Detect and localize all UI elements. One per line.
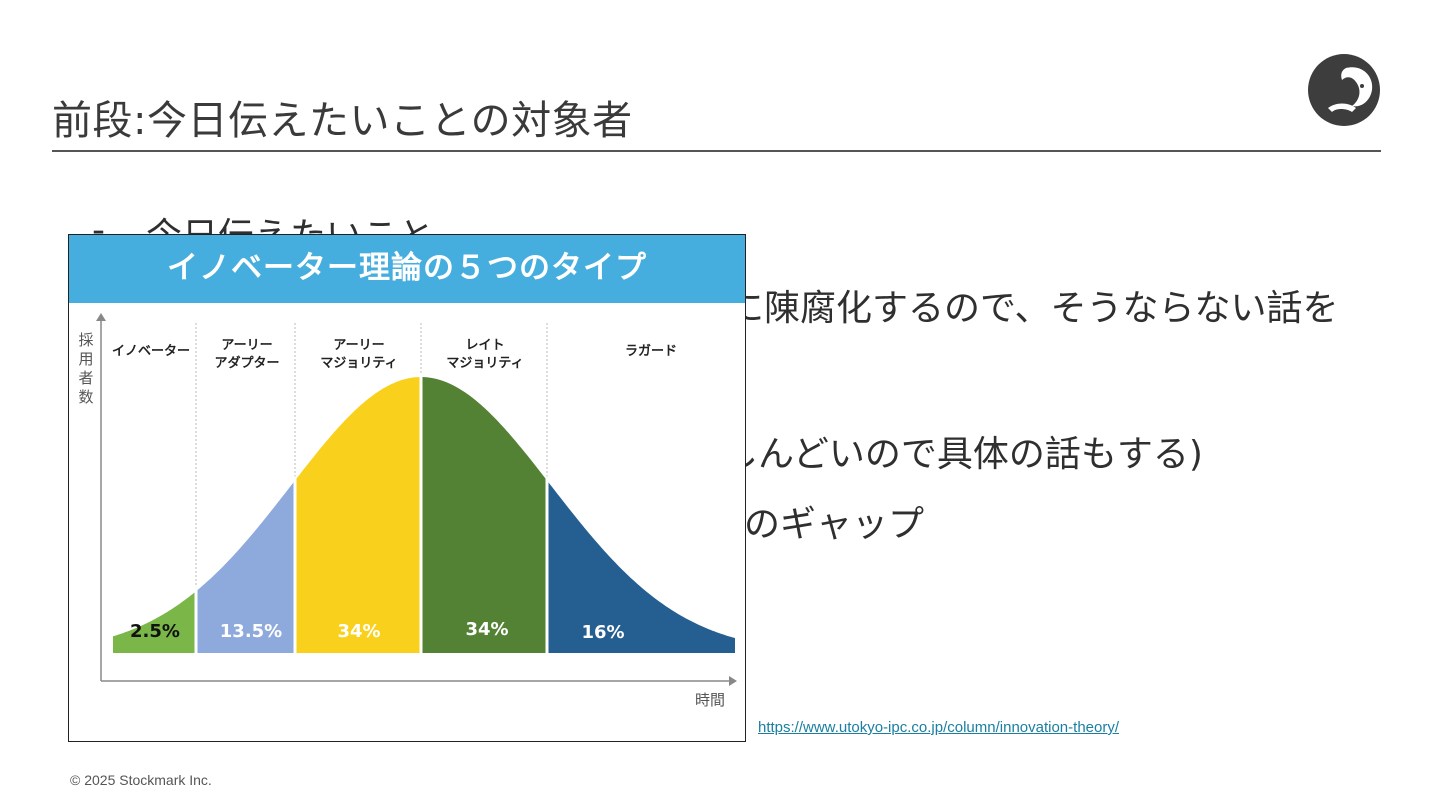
squirrel-logo-icon	[1308, 54, 1380, 126]
segment-1	[113, 592, 195, 653]
bullet-line-3: しんどいので具体の話もする)	[722, 434, 1203, 475]
title-divider	[52, 150, 1381, 152]
bullet-line-2: に陳腐化するので、そうならない話を	[728, 288, 1339, 329]
x-axis-label: 時間	[695, 691, 725, 709]
y-axis-label-char: 者	[78, 369, 93, 387]
category-label-3: マジョリティ	[320, 356, 397, 371]
value-label-3: 34%	[337, 621, 380, 642]
category-label-2: アーリー	[221, 338, 272, 353]
y-axis-label-char: 採	[78, 331, 93, 349]
innovation-theory-chart: イノベーター理論の５つのタイプ 採用者数時間 イノベーター 2.5% アーリーアダプタ…	[68, 234, 746, 742]
copyright-footer: © 2025 Stockmark Inc.	[70, 772, 212, 788]
category-label-2: アダプター	[214, 355, 279, 371]
value-label-2: 13.5%	[220, 621, 282, 642]
category-label-4: マジョリティ	[446, 356, 523, 371]
value-label-4: 34%	[465, 619, 508, 640]
category-label-1: イノベーター	[112, 344, 190, 359]
category-label-5: ラガード	[625, 344, 677, 359]
value-label-5: 16%	[581, 622, 624, 643]
y-axis-arrow	[96, 313, 106, 321]
segment-2	[197, 482, 294, 653]
category-label-3: アーリー	[333, 338, 384, 353]
category-label-4: レイト	[465, 338, 504, 353]
source-link[interactable]: https://www.utokyo-ipc.co.jp/column/inno…	[758, 719, 1120, 736]
bullet-line-4: のギャップ	[744, 504, 925, 545]
y-axis-label-char: 数	[78, 388, 93, 406]
segment-4	[422, 377, 546, 653]
slide-title: 前段:今日伝えたいことの対象者	[52, 98, 633, 144]
segment-3	[296, 377, 420, 653]
y-axis-label-char: 用	[78, 350, 93, 368]
segment-5	[548, 482, 735, 653]
x-axis-arrow	[729, 676, 737, 686]
value-label-1: 2.5%	[130, 621, 180, 642]
chart-title: イノベーター理論の５つのタイプ	[69, 235, 745, 303]
